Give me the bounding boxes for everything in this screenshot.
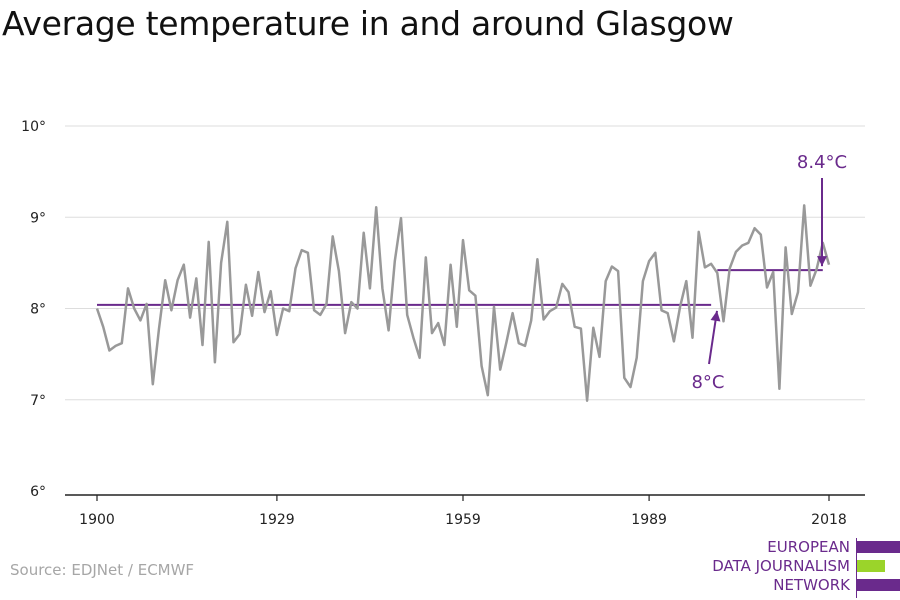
x-tick-label: 1989 (631, 512, 667, 528)
y-tick-label: 9° (30, 210, 46, 226)
x-tick-label: 1959 (445, 512, 481, 528)
y-tick-label: 7° (30, 393, 46, 409)
annotation-label-8c: 8°C (691, 372, 724, 393)
annotations: 8°C 8.4°C (691, 152, 847, 393)
y-tick-label: 10° (21, 119, 46, 135)
annotation-label-84c: 8.4°C (797, 152, 847, 173)
logo-line-1: EUROPEAN (767, 538, 850, 556)
arrow-8c-head (710, 310, 721, 322)
x-axis-ticks: 1900 1929 1959 1989 2018 (79, 495, 847, 528)
x-tick-label: 1900 (79, 512, 115, 528)
logo-bar-2 (857, 560, 885, 572)
logo-bar-1 (857, 541, 900, 553)
temperature-series-line (95, 204, 831, 402)
y-tick-label: 8° (30, 302, 46, 318)
x-tick-label: 2018 (811, 512, 847, 528)
source-note: Source: EDJNet / ECMWF (10, 561, 195, 579)
logo-divider (856, 538, 857, 598)
logo-line-3: NETWORK (773, 576, 850, 594)
arrow-84c-head (817, 256, 827, 267)
logo-line-2: DATA JOURNALISM (712, 557, 850, 575)
edjnet-logo: EUROPEAN DATA JOURNALISM NETWORK (700, 538, 900, 598)
x-tick-label: 1929 (259, 512, 295, 528)
y-axis-labels: 6° 7° 8° 9° 10° (21, 119, 46, 500)
y-tick-label: 6° (30, 484, 46, 500)
logo-bar-3 (857, 579, 900, 591)
chart-title: Average temperature in and around Glasgo… (2, 4, 734, 43)
